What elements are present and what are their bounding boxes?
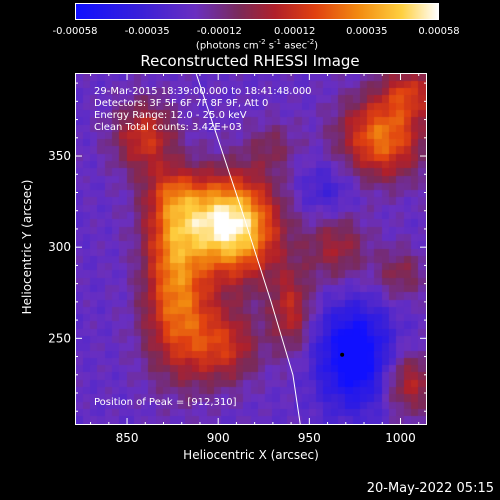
y-tick-label: 250 [48,331,71,345]
x-axis-label: Heliocentric X (arcsec) [183,448,319,462]
timestamp: 20-May-2022 05:15 [366,481,494,496]
info-peak-position: Position of Peak = [912,310] [94,397,237,408]
colorbar [75,3,439,20]
info-detectors: Detectors: 3F 5F 6F 7F 8F 9F, Att 0 [94,98,269,109]
y-tick-label: 300 [48,240,71,254]
plot-area: 29-Mar-2015 18:39:00.000 to 18:41:48.000… [75,73,427,425]
colorbar-tick-label: -0.00012 [196,26,242,37]
x-tick-label: 900 [207,431,230,445]
plot-overlay [195,74,345,424]
info-time-range: 29-Mar-2015 18:39:00.000 to 18:41:48.000 [94,86,312,97]
info-energy-range: Energy Range: 12.0 - 25.0 keV [94,110,247,121]
colorbar-tick-label: 0.00058 [418,26,460,37]
colorbar-tick-label: 0.00012 [273,26,316,37]
colorbar-tick-label: -0.00058 [52,26,98,37]
colorbar-tick-label: 0.00035 [346,26,388,37]
x-tick-label: 1000 [385,431,416,445]
colorbar-units: (photons cm-2 s-1 asec-2) [195,38,319,52]
heatmap-image [76,74,426,424]
x-tick-label: 950 [298,431,321,445]
y-tick-label: 350 [48,149,71,163]
y-axis-label: Heliocentric Y (arcsec) [20,179,34,315]
colorbar-tick-label: -0.00035 [124,26,170,37]
info-clean-counts: Clean Total counts: 3.42E+03 [94,122,242,133]
chart-title: Reconstructed RHESSI Image [140,52,360,70]
colorbar-gradient [76,4,438,19]
minimum-marker [340,352,345,357]
x-tick-label: 850 [116,431,139,445]
solar-limb-line [195,74,301,424]
